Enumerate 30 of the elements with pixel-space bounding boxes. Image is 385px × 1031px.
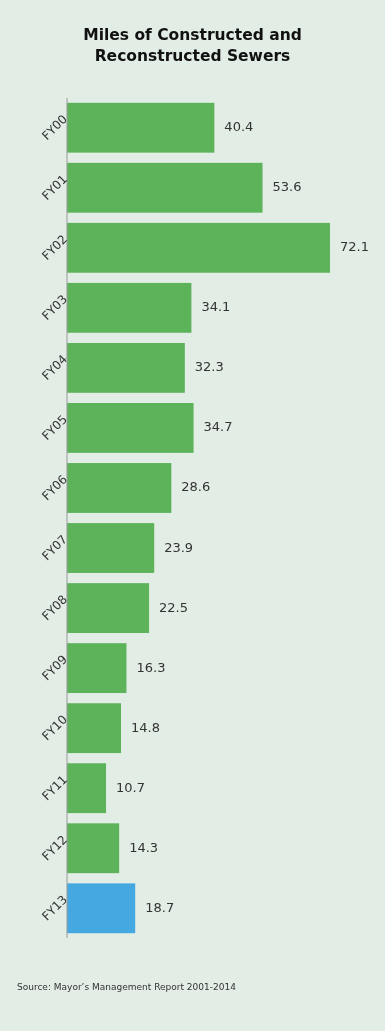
- data-label: 14.8: [130, 719, 160, 735]
- chart-title: Miles of Constructed and Reconstructed Sewers: [83, 26, 302, 65]
- data-label: 23.9: [164, 539, 194, 555]
- data-label: 28.6: [181, 479, 211, 495]
- bar: [67, 342, 185, 393]
- bar: [67, 463, 172, 513]
- bar: [67, 583, 150, 633]
- data-label: 34.7: [203, 419, 233, 435]
- bar: [67, 763, 107, 814]
- bar: [67, 883, 136, 934]
- data-label: 18.7: [145, 899, 175, 915]
- data-label: 40.4: [224, 119, 254, 135]
- data-label: 16.3: [136, 659, 166, 675]
- bar: [67, 703, 121, 754]
- bar: [67, 162, 263, 213]
- data-label: 34.1: [201, 299, 231, 315]
- data-label: 32.3: [194, 359, 224, 375]
- data-label: 53.6: [272, 179, 302, 195]
- bar: [67, 102, 215, 153]
- data-label: 14.3: [129, 839, 159, 855]
- source-note: Source: Mayor’s Management Report 2001-2014: [17, 982, 237, 992]
- data-label: 10.7: [116, 779, 145, 795]
- bar: [67, 282, 192, 333]
- bar: [67, 823, 120, 874]
- data-label: 72.1: [340, 239, 369, 255]
- bar: [67, 523, 155, 573]
- bar: [67, 222, 330, 273]
- bar: [67, 643, 127, 694]
- data-label: 22.5: [159, 599, 189, 615]
- bar: [67, 403, 194, 453]
